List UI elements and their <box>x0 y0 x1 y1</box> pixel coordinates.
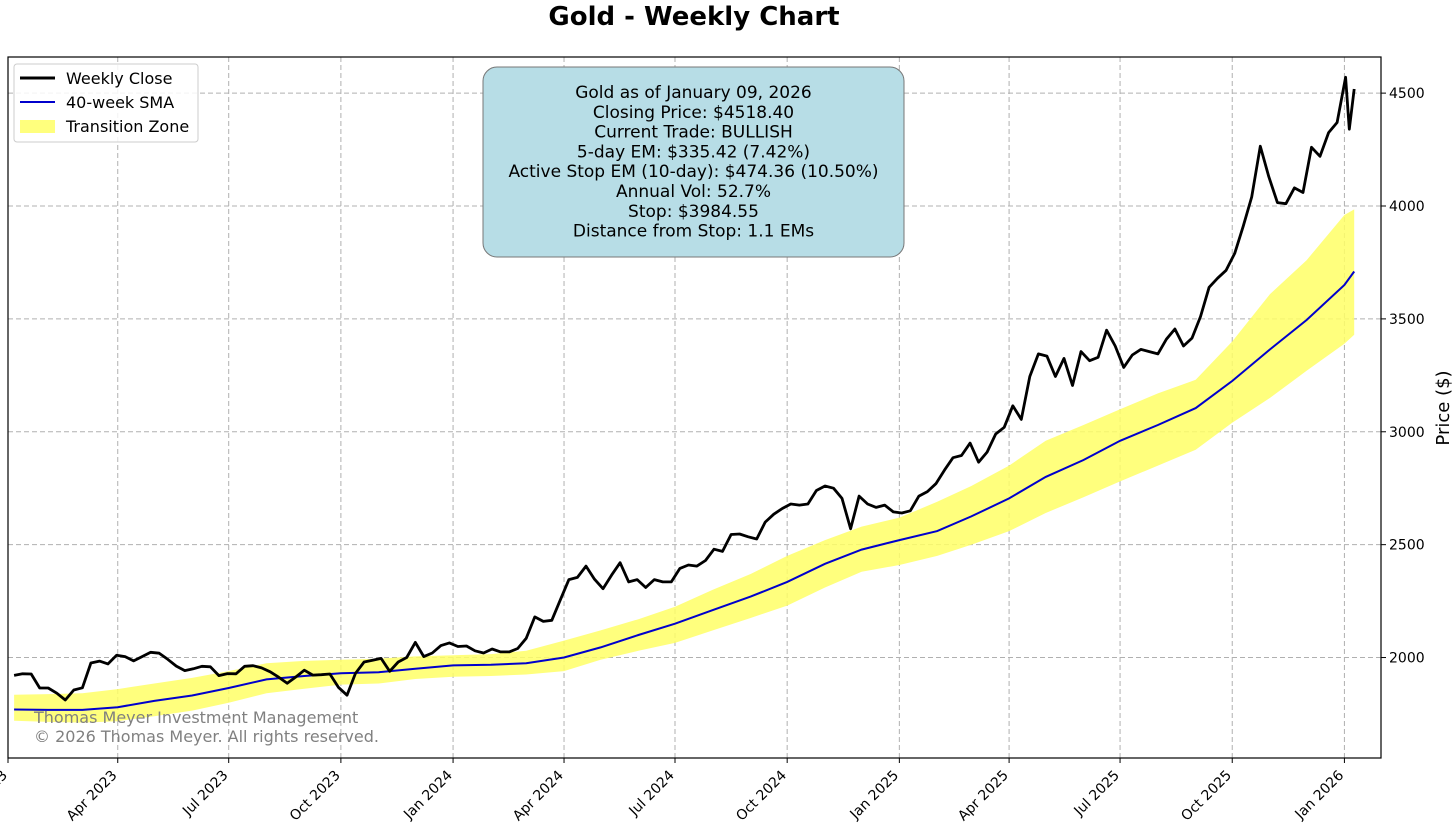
y-tick-label: 3500 <box>1389 312 1425 328</box>
x-tick-label: Apr 2023 <box>64 768 121 825</box>
legend-frame <box>13 63 199 143</box>
info-box-frame <box>482 66 905 258</box>
chart-title: Gold - Weekly Chart <box>548 2 840 32</box>
y-axis-label: Price ($) <box>1433 370 1454 445</box>
x-tick-label: Jul 2023 <box>179 768 231 820</box>
x-tick-label: Jan 2026 <box>1292 767 1348 823</box>
y-tick-label: 4500 <box>1389 86 1425 102</box>
x-tick-label: Apr 2025 <box>955 768 1012 825</box>
x-tick-label: Jan 2023 <box>0 768 11 824</box>
info-box-line: Active Stop EM (10-day): $474.36 (10.50%… <box>508 162 878 182</box>
x-tick-label: Oct 2023 <box>287 768 344 825</box>
info-box-line: Distance from Stop: 1.1 EMs <box>573 222 814 242</box>
x-tick-label: Apr 2024 <box>510 767 567 824</box>
x-tick-label: Jan 2024 <box>400 767 456 823</box>
watermark-line-1: Thomas Meyer Investment Management <box>33 708 358 727</box>
watermark: Thomas Meyer Investment Management© 2026… <box>33 708 379 746</box>
sma-line <box>14 270 1356 711</box>
info-box-line: Annual Vol: 52.7% <box>616 182 771 202</box>
legend-weekly-close-label: Weekly Close <box>66 69 172 88</box>
x-tick-label: Oct 2024 <box>733 767 790 824</box>
legend-transition-zone-swatch <box>20 120 55 133</box>
x-tick-label: Oct 2025 <box>1178 768 1235 825</box>
series-layer <box>13 75 1356 711</box>
y-tick-label: 3000 <box>1389 425 1425 441</box>
watermark-line-2: © 2026 Thomas Meyer. All rights reserved… <box>34 727 379 746</box>
x-tick-label: Jul 2025 <box>1071 768 1123 820</box>
weekly-close-line <box>13 75 1356 702</box>
x-tick-label: Jan 2025 <box>847 768 903 824</box>
info-box-line: Stop: $3984.55 <box>628 202 759 222</box>
y-tick-label: 2500 <box>1389 538 1425 554</box>
info-box-line: 5-day EM: $335.42 (7.42%) <box>577 142 810 162</box>
transition-zone-layer <box>14 209 1355 723</box>
legend-sma-label: 40-week SMA <box>66 93 174 112</box>
info-box-line: Current Trade: BULLISH <box>594 123 793 143</box>
legend: Weekly Close 40-week SMA Transition Zone <box>13 63 199 143</box>
info-box-line: Gold as of January 09, 2026 <box>575 83 812 103</box>
legend-transition-zone-label: Transition Zone <box>65 117 189 136</box>
y-tick-label: 2000 <box>1389 651 1425 667</box>
transition-zone-band <box>14 209 1355 723</box>
plot-frame <box>7 56 1382 759</box>
info-box-line: Closing Price: $4518.40 <box>593 103 794 123</box>
y-tick-label: 4000 <box>1389 199 1425 215</box>
x-tick-label: Jul 2024 <box>626 767 678 819</box>
